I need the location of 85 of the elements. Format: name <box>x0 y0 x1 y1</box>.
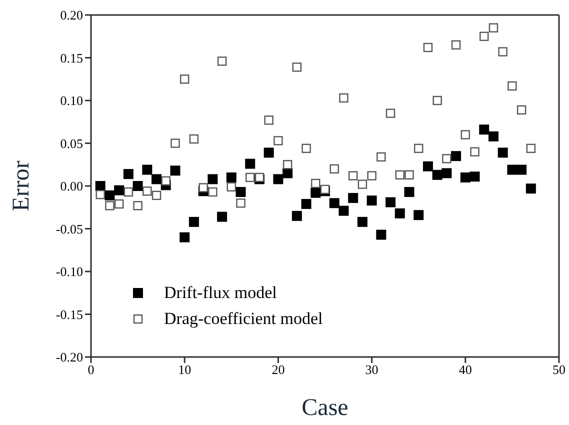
point <box>114 185 124 196</box>
point <box>329 198 340 208</box>
point <box>282 168 293 178</box>
point <box>516 105 526 115</box>
point <box>357 216 368 227</box>
point <box>348 192 358 203</box>
point <box>460 172 470 182</box>
point <box>386 197 396 208</box>
point <box>132 181 143 191</box>
point <box>189 134 199 144</box>
point <box>488 23 498 32</box>
point <box>526 144 536 153</box>
point <box>217 212 228 222</box>
point <box>95 181 106 191</box>
point <box>339 93 348 103</box>
y-axis-title: Error <box>8 160 35 212</box>
point <box>358 180 368 189</box>
point <box>188 216 199 227</box>
point <box>404 186 414 197</box>
x-tick-label: 30 <box>365 362 378 378</box>
point <box>170 166 180 176</box>
point <box>236 186 246 197</box>
point <box>142 164 152 175</box>
point <box>301 198 312 209</box>
x-tick-label: 10 <box>178 362 192 378</box>
y-tick-label: 0.20 <box>60 8 83 23</box>
point <box>526 184 536 194</box>
point <box>366 196 377 206</box>
point <box>104 190 115 200</box>
y-tick-label: -0.15 <box>56 306 83 322</box>
point <box>498 148 508 158</box>
point <box>442 168 452 178</box>
point <box>208 174 218 184</box>
x-axis-title: Case <box>302 395 348 421</box>
y-tick-label: -0.20 <box>56 350 83 365</box>
point <box>451 40 461 50</box>
point <box>376 230 386 240</box>
point <box>208 187 218 197</box>
point <box>422 161 433 172</box>
point <box>152 174 162 184</box>
y-tick-label: 0.15 <box>60 50 83 66</box>
y-tick-label: 0.00 <box>60 178 83 194</box>
point <box>488 131 498 142</box>
point <box>273 174 284 184</box>
point <box>470 172 480 182</box>
point <box>161 176 170 186</box>
point <box>96 190 105 200</box>
point <box>226 172 236 182</box>
point <box>124 187 134 197</box>
x-tick-label: 0 <box>88 362 94 378</box>
point <box>310 188 321 198</box>
point <box>114 199 124 209</box>
x-tick-label: 40 <box>458 362 472 378</box>
point <box>414 210 424 220</box>
point <box>432 96 442 106</box>
point <box>198 183 208 192</box>
point <box>245 158 256 169</box>
point <box>479 124 490 135</box>
point <box>338 206 349 216</box>
point <box>246 172 255 182</box>
point <box>386 108 396 118</box>
y-tick-label: -0.10 <box>56 264 83 280</box>
point <box>451 151 462 162</box>
point <box>507 164 518 175</box>
point <box>152 190 162 200</box>
y-tick-label: 0.05 <box>60 136 83 151</box>
point <box>423 42 433 52</box>
point <box>432 170 442 180</box>
point <box>394 208 405 218</box>
point <box>348 171 358 180</box>
point <box>180 232 190 242</box>
point <box>376 152 386 162</box>
y-tick-label: 0.10 <box>60 93 83 108</box>
x-tick-label: 20 <box>272 362 285 378</box>
x-tick-label: 50 <box>552 362 566 378</box>
point <box>516 164 527 175</box>
legend-label: Drag-coefficient model <box>164 309 323 329</box>
point <box>292 210 302 221</box>
point <box>292 62 302 72</box>
point <box>217 56 227 66</box>
legend-label: Drift-flux model <box>164 283 277 303</box>
point <box>264 148 274 158</box>
y-tick-label: -0.05 <box>56 221 83 236</box>
point <box>123 169 134 180</box>
point <box>508 81 517 91</box>
